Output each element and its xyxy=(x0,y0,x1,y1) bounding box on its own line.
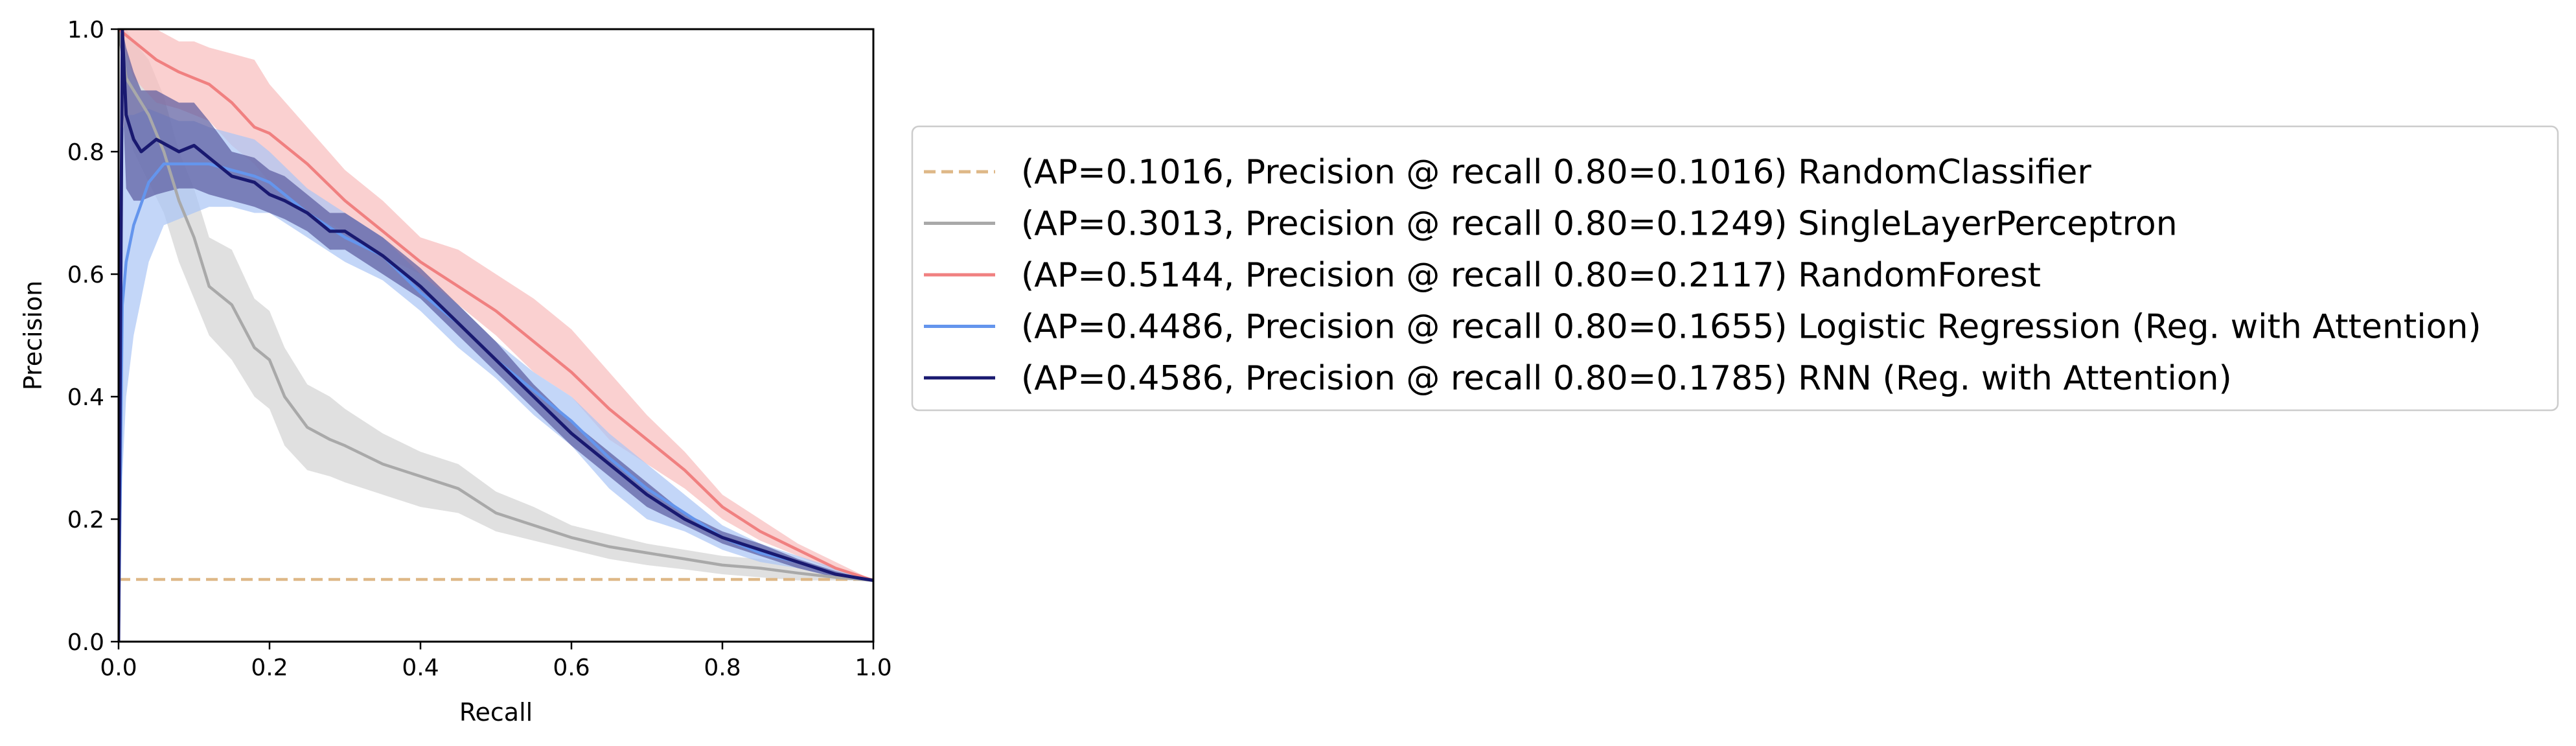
y-tick-label: 0.0 xyxy=(67,629,104,656)
randomforest-legend-label: (AP=0.5144, Precision @ recall 0.80=0.21… xyxy=(1021,256,2041,295)
legend: (AP=0.1016, Precision @ recall 0.80=0.10… xyxy=(911,125,2559,412)
x-axis-label: Recall xyxy=(459,698,533,727)
plot-area xyxy=(119,29,873,642)
rnn-reg-with-attention-legend-label: (AP=0.4586, Precision @ recall 0.80=0.17… xyxy=(1021,359,2232,398)
singlelayerperceptron-line xyxy=(119,29,873,582)
x-tick-label: 1.0 xyxy=(855,655,891,681)
x-tick-label: 0.4 xyxy=(402,655,439,681)
legend-frame xyxy=(911,125,2559,412)
logistic-regression-reg-with-attention-line xyxy=(119,162,873,642)
singlelayerperceptron-legend-label: (AP=0.3013, Precision @ recall 0.80=0.12… xyxy=(1021,205,2178,244)
x-tick-label: 0.6 xyxy=(553,655,590,681)
y-tick-label: 0.4 xyxy=(67,384,104,411)
y-axis-label: Precision xyxy=(19,281,47,391)
x-tick-label: 0.8 xyxy=(704,655,741,681)
ticks: 0.0 0.2 0.4 0.6 0.8 1.0 0.0 0.2 0.4 0.6 0.8 1.0 xyxy=(67,17,892,681)
randomforest-confidence-band xyxy=(119,29,873,581)
axes-frame xyxy=(117,28,875,643)
logistic-regression-reg-with-attention-legend-label: (AP=0.4486, Precision @ recall 0.80=0.16… xyxy=(1021,308,2481,347)
y-tick-label: 0.6 xyxy=(67,262,104,288)
y-tick-label: 0.8 xyxy=(67,139,104,166)
x-tick-label: 0.2 xyxy=(251,655,288,681)
logistic-regression-reg-with-attention-confidence-band xyxy=(119,108,873,642)
y-tick-label: 1.0 xyxy=(67,17,104,43)
randomclassifier-legend-label: (AP=0.1016, Precision @ recall 0.80=0.10… xyxy=(1021,153,2091,192)
randomforest-line xyxy=(119,29,873,582)
rnn-reg-with-attention-line xyxy=(119,29,873,642)
y-tick-label: 0.2 xyxy=(67,507,104,533)
singlelayerperceptron-confidence-band xyxy=(119,29,873,581)
x-tick-label: 0.0 xyxy=(100,655,137,681)
